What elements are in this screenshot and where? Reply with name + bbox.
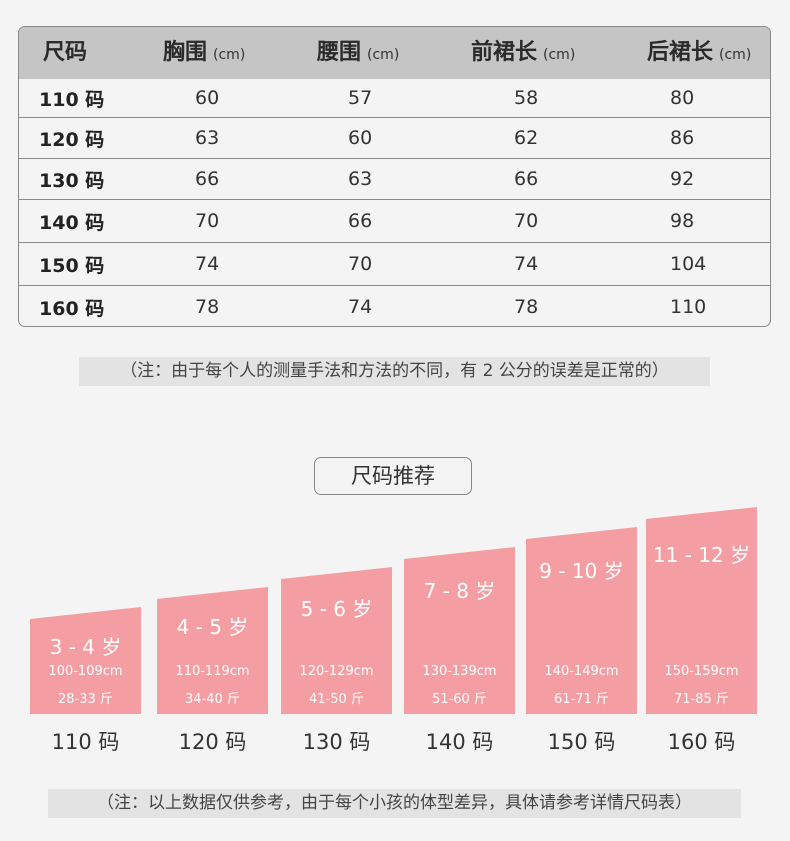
- cell-front-length: 78: [514, 296, 539, 318]
- cell-front-length: 62: [514, 127, 539, 149]
- header-waist: 腰围 (cm): [317, 40, 400, 65]
- cell-back-length: 86: [670, 127, 695, 149]
- table-row: 150 码 74 70 74 104: [19, 242, 770, 285]
- cell-size: 140 码: [39, 211, 105, 234]
- cell-front-length: 70: [514, 210, 539, 232]
- cell-waist: 63: [348, 168, 373, 190]
- bar-age: 5 - 6 岁: [300, 597, 373, 621]
- recommend-title: 尺码推荐: [314, 457, 472, 495]
- cell-size: 150 码: [39, 254, 105, 277]
- cell-size: 110 码: [39, 88, 105, 111]
- cell-size: 120 码: [39, 128, 105, 151]
- cell-chest: 70: [195, 210, 220, 232]
- reference-note: （注：以上数据仅供参考，由于每个小孩的体型差异，具体请参考详情尺码表）: [48, 789, 741, 818]
- cell-chest: 74: [195, 253, 220, 275]
- bar-height: 140-149cm: [544, 664, 619, 679]
- cell-waist: 70: [348, 253, 373, 275]
- bar-size-label: 150 码: [547, 730, 616, 754]
- header-front-length: 前裙长 (cm): [471, 40, 576, 65]
- cell-chest: 63: [195, 127, 220, 149]
- recommend-bar: 9 - 10 岁 140-149cm 61-71 斤: [526, 527, 637, 714]
- table-header: 尺码 胸围 (cm) 腰围 (cm) 前裙长 (cm) 后裙长 (cm): [19, 27, 770, 79]
- cell-size: 160 码: [39, 297, 105, 320]
- cell-back-length: 80: [670, 87, 695, 109]
- cell-waist: 60: [348, 127, 373, 149]
- bar-height: 110-119cm: [175, 664, 250, 679]
- cell-size: 130 码: [39, 169, 105, 192]
- cell-back-length: 110: [670, 296, 707, 318]
- recommend-bar: 11 - 12 岁 150-159cm 71-85 斤: [646, 507, 757, 714]
- bar-size-label: 120 码: [178, 730, 247, 754]
- bar-age: 4 - 5 岁: [176, 615, 249, 639]
- table-row: 130 码 66 63 66 92: [19, 158, 770, 199]
- bar-weight: 34-40 斤: [185, 692, 240, 707]
- bar-size-label: 140 码: [425, 730, 494, 754]
- cell-back-length: 104: [670, 253, 707, 275]
- bar-weight: 71-85 斤: [674, 692, 729, 707]
- bar-age: 7 - 8 岁: [423, 579, 496, 603]
- recommend-bar: 7 - 8 岁 130-139cm 51-60 斤: [404, 547, 515, 714]
- bar-weight: 28-33 斤: [58, 692, 113, 707]
- bar-height: 120-129cm: [299, 664, 374, 679]
- header-size: 尺码: [43, 40, 88, 65]
- recommend-bar: 4 - 5 岁 110-119cm 34-40 斤: [157, 587, 268, 714]
- bar-age: 9 - 10 岁: [539, 559, 624, 583]
- cell-chest: 66: [195, 168, 220, 190]
- bar-weight: 51-60 斤: [432, 692, 487, 707]
- header-chest: 胸围 (cm): [163, 40, 246, 65]
- cell-front-length: 66: [514, 168, 539, 190]
- cell-chest: 60: [195, 87, 220, 109]
- table-row: 160 码 78 74 78 110: [19, 285, 770, 326]
- bar-height: 150-159cm: [664, 664, 739, 679]
- cell-back-length: 98: [670, 210, 695, 232]
- cell-front-length: 74: [514, 253, 539, 275]
- bar-size-label: 130 码: [302, 730, 371, 754]
- recommend-bar: 3 - 4 岁 100-109cm 28-33 斤: [30, 607, 141, 714]
- table-row: 110 码 60 57 58 80: [19, 79, 770, 117]
- bar-weight: 61-71 斤: [554, 692, 609, 707]
- table-row: 120 码 63 60 62 86: [19, 117, 770, 158]
- cell-back-length: 92: [670, 168, 695, 190]
- cell-chest: 78: [195, 296, 220, 318]
- bar-weight: 41-50 斤: [309, 692, 364, 707]
- bar-age: 11 - 12 岁: [652, 543, 751, 567]
- size-table: 尺码 胸围 (cm) 腰围 (cm) 前裙长 (cm) 后裙长 (cm) 110 码 6…: [18, 26, 771, 327]
- bar-age: 3 - 4 岁: [49, 635, 122, 659]
- cell-waist: 57: [348, 87, 373, 109]
- bar-size-label: 110 码: [51, 730, 120, 754]
- cell-front-length: 58: [514, 87, 539, 109]
- table-row: 140 码 70 66 70 98: [19, 199, 770, 242]
- recommend-bar: 5 - 6 岁 120-129cm 41-50 斤: [281, 567, 392, 714]
- header-back-length: 后裙长 (cm): [647, 40, 752, 65]
- cell-waist: 74: [348, 296, 373, 318]
- bar-size-label: 160 码: [667, 730, 736, 754]
- bar-height: 130-139cm: [422, 664, 497, 679]
- measurement-note: （注：由于每个人的测量手法和方法的不同，有 2 公分的误差是正常的）: [79, 357, 710, 386]
- cell-waist: 66: [348, 210, 373, 232]
- bar-height: 100-109cm: [48, 664, 123, 679]
